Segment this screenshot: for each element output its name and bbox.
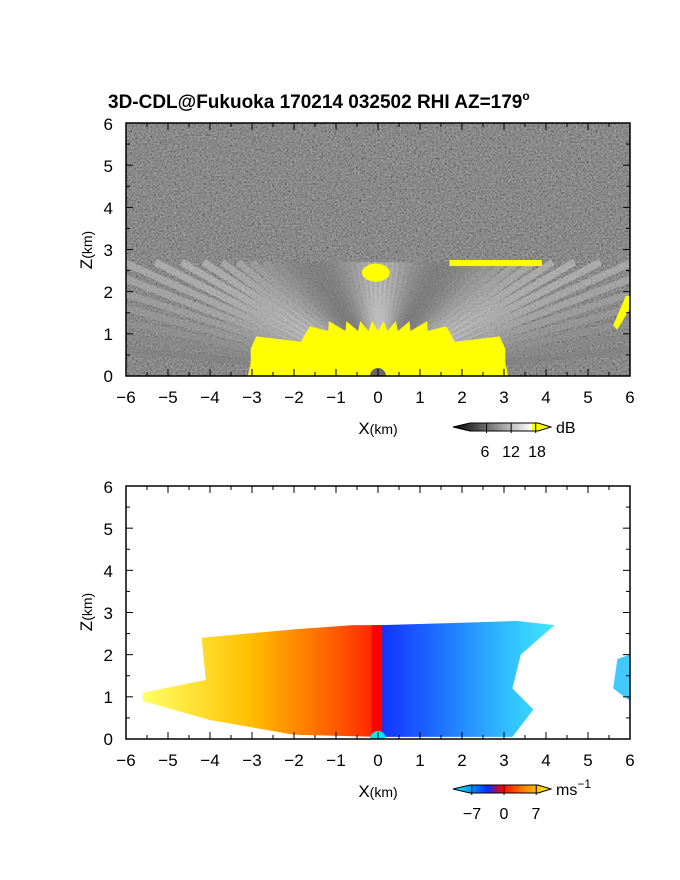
saturated-low-left [247,359,282,366]
y-tick-label: 2 [104,646,113,665]
y-tick-label: 4 [104,199,113,218]
x-tick-label: 2 [457,751,466,770]
velocity-positive-region [142,625,378,737]
y-tick-label: 5 [104,520,113,539]
x-tick-labels-2: −6 −5 −4 −3 −2 −1 0 1 2 3 4 5 6 [116,751,634,770]
colorbar-2-bar [452,784,553,794]
y-tick-label: 3 [104,241,113,260]
velocity-shear-line [371,625,383,737]
y-axis-label-2: Z(km) [77,593,96,631]
x-tick-label: −4 [200,751,219,770]
velocity-field [142,620,630,739]
x-tick-label: 0 [373,388,382,407]
y-tick-label: 0 [104,367,113,386]
y-tick-label: 0 [104,730,113,749]
colorbar-2: ms−1 −7 0 7 [452,777,591,823]
y-tick-label: 3 [104,604,113,623]
title-degree: o [522,89,529,103]
y-tick-labels-1: 0 1 2 3 4 5 6 [104,115,113,386]
colorbar-1-tick-label: 6 [481,444,490,461]
x-tick-label: −5 [158,388,177,407]
panel-doppler: −6 −5 −4 −3 −2 −1 0 1 2 3 4 5 6 0 1 2 3 … [77,478,635,823]
y-tick-label: 1 [104,688,113,707]
x-tick-label: 2 [457,388,466,407]
colorbar-2-tick-label: 7 [532,806,541,823]
y-tick-label: 6 [104,478,113,497]
x-tick-label: 3 [499,388,508,407]
x-tick-label: 3 [499,751,508,770]
x-tick-label: 4 [541,751,550,770]
x-tick-label: −3 [242,751,261,770]
y-axis-label-1: Z(km) [77,231,96,269]
colorbar-1: dB 6 12 18 [452,420,576,461]
saturated-layer [361,263,390,282]
x-tick-label: −6 [116,388,135,407]
figure-title: 3D-CDL@Fukuoka 170214 032502 RHI AZ=179o [108,89,530,113]
x-tick-label: −3 [242,388,261,407]
x-tick-label: −2 [284,388,303,407]
ticks-1 [125,122,631,377]
y-tick-label: 2 [104,283,113,302]
x-tick-label: 1 [415,751,424,770]
x-tick-label: −1 [326,751,345,770]
x-tick-label: 1 [415,388,424,407]
x-tick-label: 6 [625,751,634,770]
colorbar-1-tick-label: 18 [528,444,546,461]
x-tick-label: −1 [326,388,345,407]
saturated-core [247,321,509,376]
colorbar-2-tick-label: −7 [463,806,481,823]
x-tick-label: −6 [116,751,135,770]
colorbar-1-unit: dB [556,420,576,437]
y-tick-label: 5 [104,157,113,176]
cloud-base-echo [449,260,542,267]
y-tick-label: 1 [104,325,113,344]
y-tick-label: 4 [104,562,113,581]
y-tick-labels-2: 0 1 2 3 4 5 6 [104,478,113,749]
colorbar-1-tick-label: 12 [502,444,520,461]
title-text: 3D-CDL@Fukuoka 170214 032502 RHI AZ=179 [108,92,522,113]
saturated-echo [247,260,630,376]
colorbar-2-ticks [471,785,537,795]
x-tick-label: −5 [158,751,177,770]
x-tick-label: −2 [284,751,303,770]
x-tick-label: 4 [541,388,550,407]
colorbar-2-tick-label: 0 [500,806,509,823]
x-tick-label: 0 [373,751,382,770]
x-tick-label: −4 [200,388,219,407]
x-axis-label-2: X(km) [358,782,397,801]
velocity-negative-region [378,620,555,737]
panel-backscatter: −6 −5 −4 −3 −2 −1 0 1 2 3 4 5 6 0 1 2 3 … [77,115,635,461]
x-tick-labels-1: −6 −5 −4 −3 −2 −1 0 1 2 3 4 5 6 [116,388,634,407]
ticks-2 [125,485,631,740]
saturated-edge [613,295,630,330]
colorbar-1-bar [452,422,553,432]
colorbar-2-unit: ms−1 [556,777,591,799]
x-tick-label: 6 [625,388,634,407]
x-tick-label: 5 [583,388,592,407]
velocity-edge-echo [613,654,630,702]
x-axis-label-1: X(km) [358,419,397,438]
x-tick-label: 5 [583,751,592,770]
colorbar-1-ticks [486,423,537,433]
y-tick-label: 6 [104,115,113,134]
